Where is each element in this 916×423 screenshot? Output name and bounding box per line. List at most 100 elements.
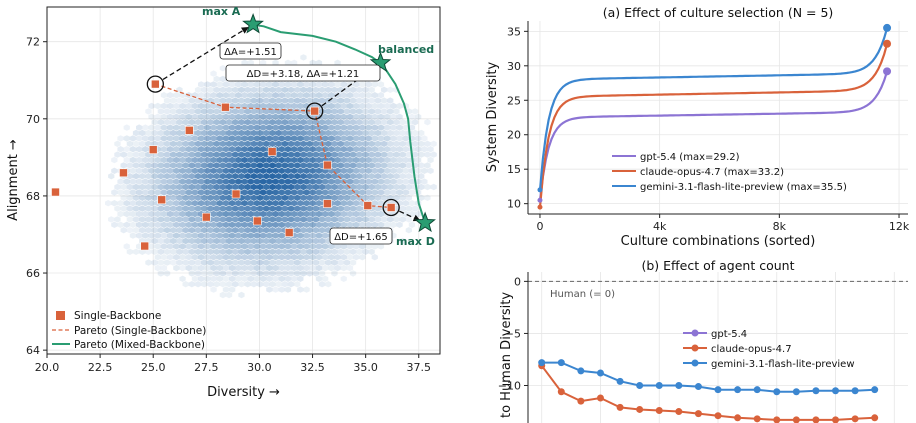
density-hex <box>136 178 143 185</box>
density-hex <box>322 81 329 88</box>
density-hex <box>219 281 226 288</box>
single-backbone-point <box>51 187 60 197</box>
density-hex <box>356 97 363 104</box>
density-hex <box>402 135 409 142</box>
density-hex <box>424 140 431 147</box>
density-hex <box>278 146 285 153</box>
density-hex <box>334 264 341 272</box>
density-hex <box>170 194 177 201</box>
panel-b-title: (b) Effect of agent count <box>642 258 795 273</box>
density-hex <box>238 237 245 245</box>
density-hex <box>368 151 375 158</box>
density-hex <box>297 264 304 272</box>
density-hex <box>368 86 375 93</box>
density-hex <box>371 124 378 131</box>
density-hex <box>411 108 419 115</box>
density-hex <box>275 97 282 104</box>
density-hex <box>244 248 251 255</box>
density-hex <box>238 291 245 299</box>
density-hex <box>216 113 223 120</box>
density-hex <box>235 81 242 88</box>
density-hex <box>269 119 276 126</box>
density-hex <box>275 173 282 180</box>
density-hex <box>163 227 171 234</box>
density-hex <box>142 124 149 131</box>
density-hex <box>340 189 347 196</box>
density-hex <box>194 140 202 147</box>
density-hex <box>374 162 381 169</box>
density-hex <box>216 200 223 207</box>
y-tick-label: 20 <box>507 129 521 142</box>
density-hex <box>405 183 412 191</box>
density-hex <box>179 102 186 110</box>
density-hex <box>132 216 140 223</box>
density-hex <box>371 81 378 88</box>
series-min-point <box>537 204 543 210</box>
density-hex <box>256 248 264 255</box>
density-hex <box>170 151 177 158</box>
density-hex <box>185 167 192 174</box>
density-hex <box>269 162 276 169</box>
series-min-point <box>537 197 543 203</box>
density-hex <box>272 264 279 272</box>
density-hex <box>207 237 214 245</box>
density-hex <box>238 205 245 212</box>
x-tick-label: 20.0 <box>35 361 60 374</box>
density-hex <box>371 167 378 174</box>
density-hex <box>343 162 350 169</box>
density-hex <box>247 232 254 239</box>
density-hex <box>359 81 366 88</box>
density-hex <box>232 227 239 234</box>
density-hex <box>365 81 372 88</box>
density-hex <box>207 227 214 234</box>
density-hex <box>263 270 270 277</box>
density-hex <box>263 183 270 191</box>
density-hex <box>405 173 412 180</box>
density-hex <box>371 146 378 153</box>
density-hex <box>235 167 242 174</box>
density-hex <box>356 173 363 180</box>
density-hex <box>170 248 177 255</box>
density-hex <box>281 194 288 201</box>
density-hex <box>272 275 279 282</box>
density-hex <box>241 113 248 120</box>
density-hex <box>232 237 239 245</box>
density-hex <box>418 151 425 158</box>
series-point <box>792 416 800 423</box>
density-hex <box>294 248 301 255</box>
density-hex <box>278 200 285 207</box>
density-hex <box>393 129 400 137</box>
panel-a-endpoints <box>537 23 892 210</box>
density-hex <box>269 259 276 266</box>
density-hex <box>278 92 285 99</box>
density-hex <box>260 102 267 110</box>
density-hex <box>244 162 251 169</box>
density-hex <box>201 129 208 137</box>
density-hex <box>356 129 363 137</box>
density-hex <box>207 129 214 137</box>
density-hex <box>108 216 115 223</box>
density-hex <box>232 129 239 137</box>
density-hex <box>225 119 233 126</box>
density-hex <box>117 189 124 196</box>
density-hex <box>380 173 388 180</box>
density-hex <box>408 178 416 185</box>
density-hex <box>204 264 211 272</box>
density-hex <box>365 156 372 164</box>
density-hex <box>328 81 335 88</box>
density-hex <box>154 264 161 272</box>
density-hex <box>399 119 406 126</box>
density-hex <box>250 270 257 277</box>
annotation-delta-a: ΔA=+1.51 <box>219 42 282 60</box>
density-hex <box>185 232 192 239</box>
single-backbone-point <box>323 160 332 170</box>
density-hex <box>349 129 357 137</box>
density-hex <box>396 135 403 142</box>
density-hex <box>356 140 363 147</box>
panel-b-legend-gpt: gpt-5.4 <box>711 329 747 340</box>
density-hex <box>188 108 195 115</box>
density-hex <box>219 129 226 137</box>
density-hex <box>294 281 301 288</box>
density-hex <box>247 81 254 88</box>
single-backbone-point <box>253 216 262 226</box>
